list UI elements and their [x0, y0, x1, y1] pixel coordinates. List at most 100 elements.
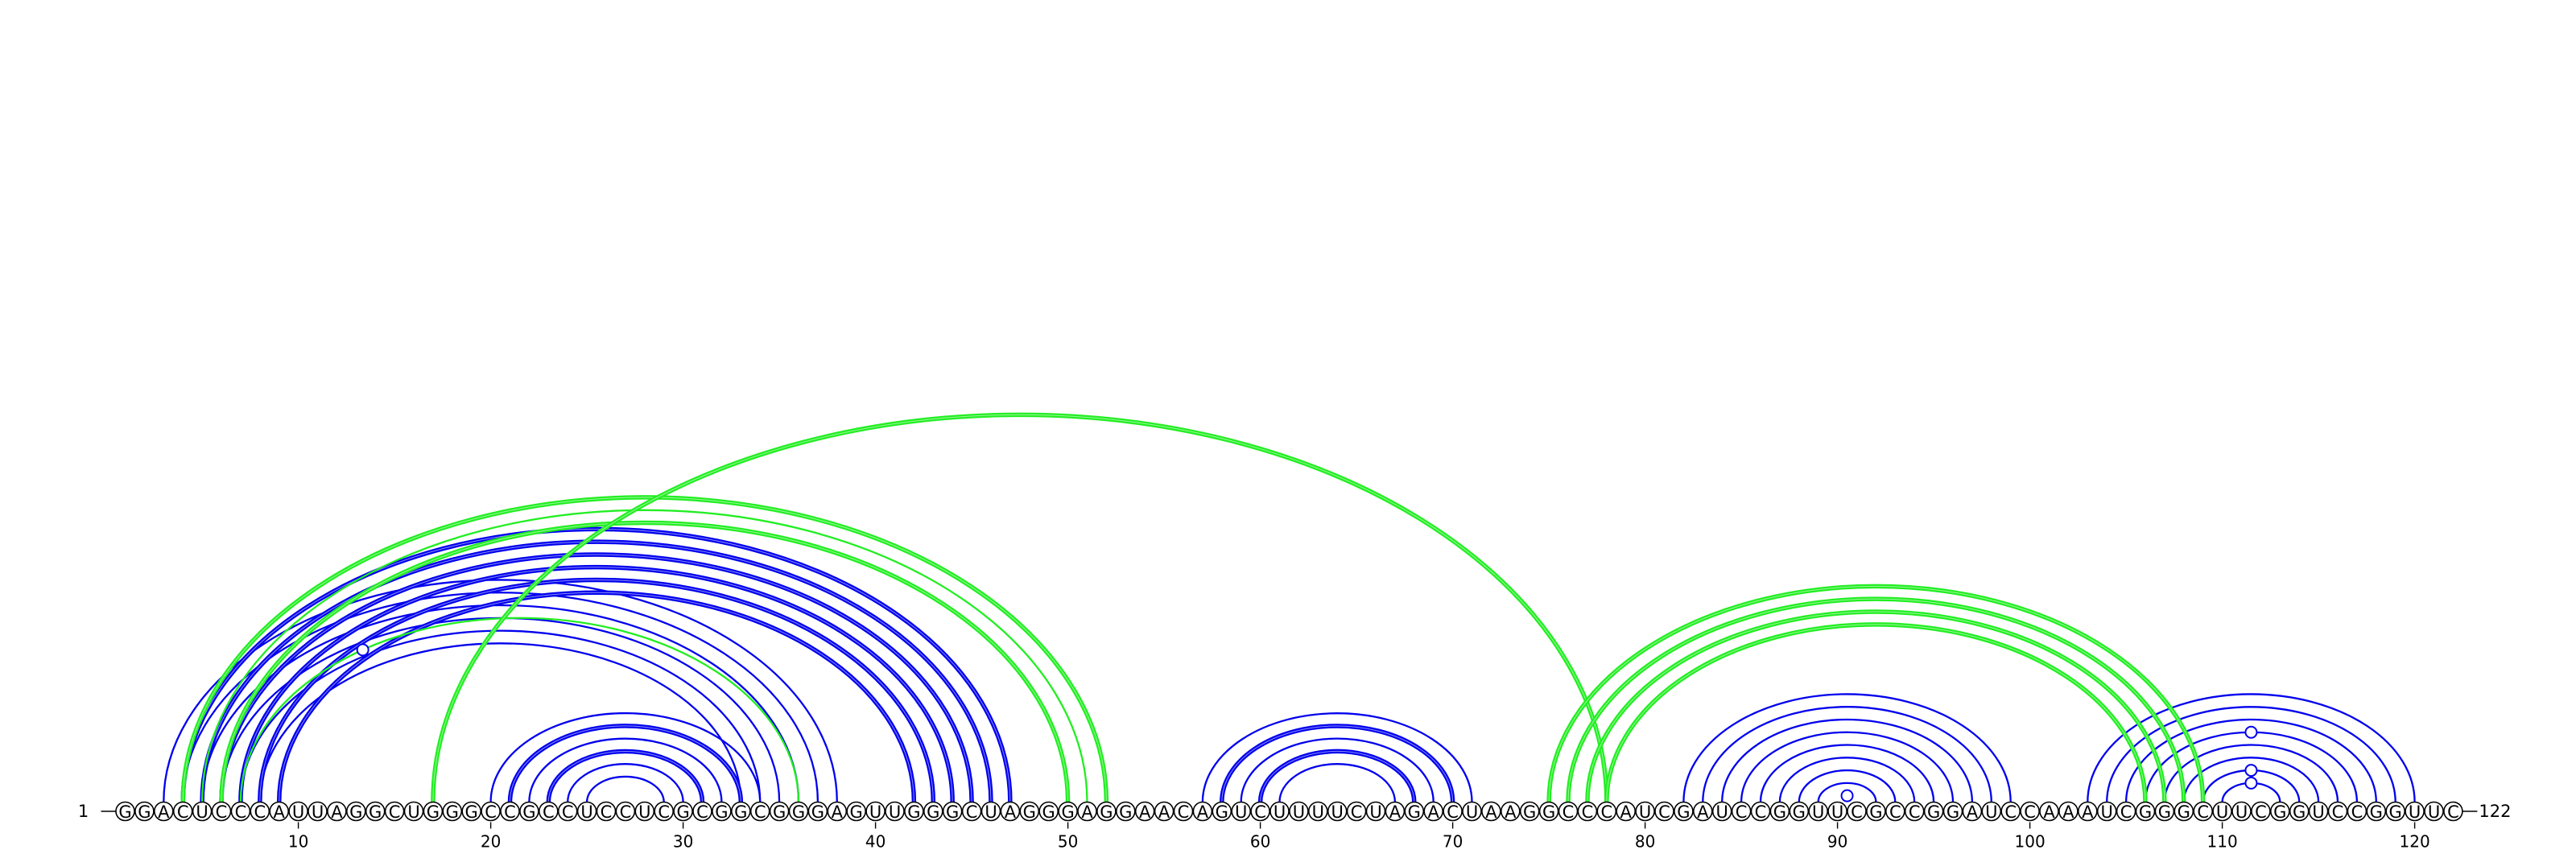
base-circle [1885, 801, 1905, 822]
base: C [500, 801, 520, 822]
base-circle [2347, 801, 2368, 822]
base-letter: G [369, 802, 382, 822]
base: C [749, 801, 770, 822]
base-circle [1096, 801, 1117, 822]
base-circle [2366, 801, 2387, 822]
base-circle [634, 801, 655, 822]
base-circle [211, 801, 232, 822]
arc-green-5-51 [200, 509, 1088, 802]
arc-blue-4-37 [182, 592, 819, 802]
base-letter: C [966, 802, 978, 822]
arc-highlight-9-42 [279, 592, 914, 802]
base-letter: C [2351, 802, 2363, 822]
base-circle [1346, 801, 1367, 822]
base-letter: A [1505, 802, 1517, 822]
arc-blue-83-98 [1702, 706, 1992, 802]
base-circle [230, 801, 251, 822]
base: A [2078, 801, 2098, 822]
base: C [481, 801, 501, 822]
base-letter: G [2139, 802, 2152, 822]
base-letter: C [2197, 802, 2209, 822]
base-circle [1519, 801, 1540, 822]
base-circle [1769, 801, 1790, 822]
base-letter: U [1274, 802, 1286, 822]
arc-highlight-76-108 [1567, 598, 2185, 802]
base: C [211, 801, 232, 822]
base-letter: G [427, 802, 440, 822]
base-circle [846, 801, 866, 822]
base-letter: C [235, 802, 247, 822]
base: G [712, 801, 732, 822]
base-circle [154, 801, 174, 822]
base-letter: U [1639, 802, 1651, 822]
base-letter: U [312, 802, 324, 822]
arc-blue-103-120 [2087, 693, 2416, 802]
base-letter: G [2389, 802, 2402, 822]
base: U [192, 801, 213, 822]
base: G [942, 801, 963, 822]
base: U [634, 801, 655, 822]
base-letter: G [349, 802, 362, 822]
base-letter: G [1023, 802, 1036, 822]
base: C [2347, 801, 2368, 822]
base-letter: U [1716, 802, 1728, 822]
base-letter: G [2273, 802, 2286, 822]
base-letter: C [177, 802, 189, 822]
base: U [1635, 801, 1655, 822]
base: U [2231, 801, 2252, 822]
tick-label: 100 [2015, 832, 2046, 852]
base: C [1443, 801, 1463, 822]
base: U [1711, 801, 1732, 822]
base-letter: C [1178, 802, 1190, 822]
base: A [2039, 801, 2059, 822]
base-letter: C [2447, 802, 2459, 822]
base-letter: U [1369, 802, 1381, 822]
tick-label: 40 [865, 832, 886, 852]
base-letter: G [773, 802, 786, 822]
base-circle [134, 801, 155, 822]
base: G [1116, 801, 1136, 822]
base: U [403, 801, 424, 822]
base-letter: G [1061, 802, 1074, 822]
base: U [576, 801, 597, 822]
base-circle [2078, 801, 2098, 822]
base: G [1674, 801, 1694, 822]
base: G [442, 801, 463, 822]
base-letter: A [832, 802, 844, 822]
base: G [365, 801, 386, 822]
base-letter: U [1812, 802, 1824, 822]
base-letter: U [1331, 802, 1344, 822]
base: C [2193, 801, 2213, 822]
base: A [327, 801, 347, 822]
base-circle [1596, 801, 1617, 822]
base-letter: C [254, 802, 266, 822]
base-letter: U [985, 802, 997, 822]
base-circle [1827, 801, 1847, 822]
base-circle [1404, 801, 1425, 822]
base: C [692, 801, 712, 822]
base: C [615, 801, 636, 822]
arc-marker-circle [2244, 776, 2258, 790]
base: G [1519, 801, 1540, 822]
base: A [154, 801, 174, 822]
base-letter: G [907, 802, 920, 822]
base-letter: G [734, 802, 747, 822]
base: G [1058, 801, 1078, 822]
arc-blue-7-34 [239, 629, 762, 802]
base-circle [2424, 801, 2444, 822]
base-circle [384, 801, 405, 822]
base-circle [885, 801, 905, 822]
arc-highlight-7-44 [240, 567, 953, 802]
base-letter: G [1542, 802, 1555, 822]
base-circle [1577, 801, 1598, 822]
base-letter: U [1985, 802, 1997, 822]
base: C [2116, 801, 2136, 822]
base: A [1077, 801, 1097, 822]
base-letter: C [216, 802, 228, 822]
base-letter: A [1428, 802, 1440, 822]
base-letter: C [504, 802, 516, 822]
base-circle [1962, 801, 1983, 822]
base-letter: C [1755, 802, 1767, 822]
base: C [1904, 801, 1925, 822]
base-circle [1443, 801, 1463, 822]
